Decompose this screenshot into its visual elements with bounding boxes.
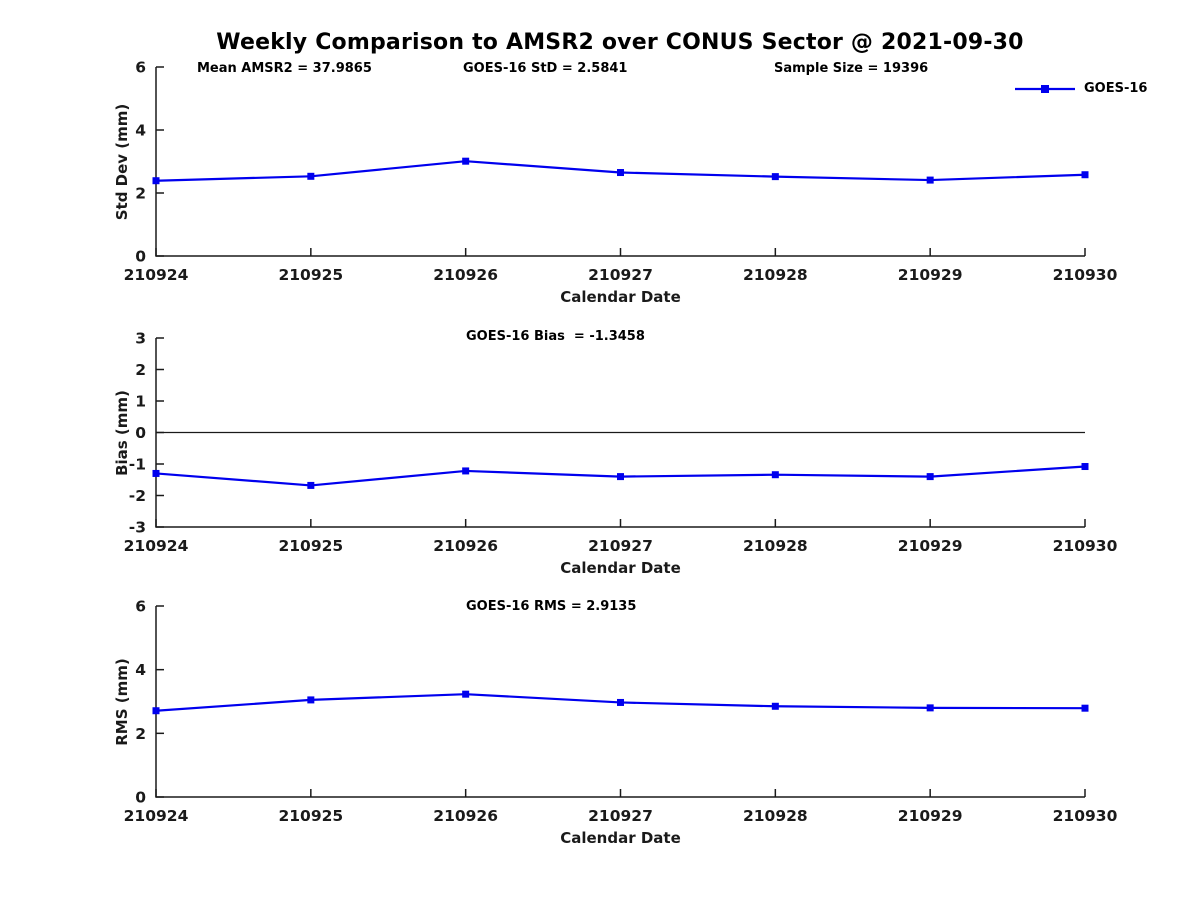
y-tick-label: 6 [135, 598, 146, 616]
x-tick-label: 210929 [898, 807, 963, 825]
x-tick-label: 210930 [1053, 807, 1118, 825]
y-tick-label: 1 [135, 393, 146, 411]
data-point-marker [771, 471, 779, 479]
data-point-marker [152, 469, 160, 477]
x-tick-label: 210928 [743, 807, 808, 825]
legend-label: GOES-16 [1084, 81, 1148, 96]
data-point-marker [926, 473, 934, 481]
y-tick-label: 2 [135, 361, 146, 379]
data-point-marker [152, 177, 160, 185]
stddev-axis-label: Std Dev (mm) [113, 103, 131, 221]
y-tick-label: 4 [135, 661, 146, 679]
data-point-marker [926, 704, 934, 712]
goes16-rms-annotation: GOES-16 RMS = 2.9135 [466, 599, 637, 614]
data-point-marker [462, 157, 470, 165]
data-point-marker [926, 176, 934, 184]
y-tick-label: 4 [135, 122, 146, 140]
x-tick-label: 210926 [433, 807, 498, 825]
data-point-marker [307, 696, 315, 704]
data-point-marker [462, 467, 470, 475]
x-tick-label: 210925 [278, 266, 343, 284]
x-axis-label-stddev: Calendar Date [560, 288, 681, 306]
data-point-marker [307, 172, 315, 180]
data-point-marker [771, 173, 779, 181]
data-point-marker [617, 698, 624, 706]
x-tick-label: 210924 [124, 537, 189, 555]
x-tick-label: 210926 [433, 537, 498, 555]
legend: GOES-16 [1014, 81, 1147, 96]
std-dev-plot: 0 2 4 6 210924 210925 210926 210927 210928 210929… [124, 59, 1118, 285]
x-tick-label: 210929 [898, 537, 963, 555]
x-tick-label: 210929 [898, 266, 963, 284]
y-tick-label: 0 [135, 424, 146, 442]
chart-title: Weekly Comparison to AMSR2 over CONUS Se… [216, 30, 1024, 55]
x-tick-label: 210926 [433, 266, 498, 284]
y-tick-label: 0 [135, 789, 146, 807]
goes16-std-annotation: GOES-16 StD = 2.5841 [463, 61, 628, 76]
y-tick-label: 2 [135, 725, 146, 743]
legend-marker [1015, 84, 1075, 93]
y-tick-label: -2 [129, 487, 146, 505]
bias-axis-label: Bias (mm) [113, 390, 131, 476]
rms-plot: 0 2 4 6 210924 210925 210926 210927 210928 210929… [124, 598, 1118, 826]
x-tick-label: 210924 [124, 266, 189, 284]
x-axis-label-bias: Calendar Date [560, 559, 681, 577]
data-point-marker [152, 707, 160, 715]
x-tick-label: 210927 [588, 807, 653, 825]
data-point-marker [1081, 171, 1089, 179]
x-tick-label: 210927 [588, 266, 653, 284]
data-point-marker [1081, 463, 1089, 471]
mean-amsr2-annotation: Mean AMSR2 = 37.9865 [197, 61, 372, 76]
y-tick-label: 2 [135, 185, 146, 203]
x-tick-label: 210928 [743, 266, 808, 284]
data-point-marker [1081, 704, 1089, 712]
x-tick-label: 210930 [1053, 266, 1118, 284]
x-tick-label: 210925 [278, 537, 343, 555]
x-tick-label: 210930 [1053, 537, 1118, 555]
goes16-bias-annotation: GOES-16 Bias = -1.3458 [466, 329, 645, 344]
data-point-marker [462, 690, 470, 698]
y-tick-label: 3 [135, 330, 146, 348]
x-tick-label: 210925 [278, 807, 343, 825]
x-axis-label-rms: Calendar Date [560, 829, 681, 847]
data-point-marker [617, 473, 624, 481]
axis-spine [155, 67, 1085, 257]
rms-axis-label: RMS (mm) [113, 658, 131, 746]
data-point-marker [307, 481, 315, 489]
y-tick-label: -3 [129, 519, 146, 537]
data-point-marker [771, 702, 779, 710]
y-tick-label: 0 [135, 248, 146, 266]
x-tick-label: 210924 [124, 807, 189, 825]
x-tick-label: 210928 [743, 537, 808, 555]
legend-square-marker [1041, 84, 1049, 93]
sample-size-annotation: Sample Size = 19396 [774, 61, 929, 76]
y-tick-label: -1 [129, 456, 146, 474]
y-tick-label: 6 [135, 59, 146, 77]
x-tick-label: 210927 [588, 537, 653, 555]
data-point-marker [617, 169, 624, 177]
